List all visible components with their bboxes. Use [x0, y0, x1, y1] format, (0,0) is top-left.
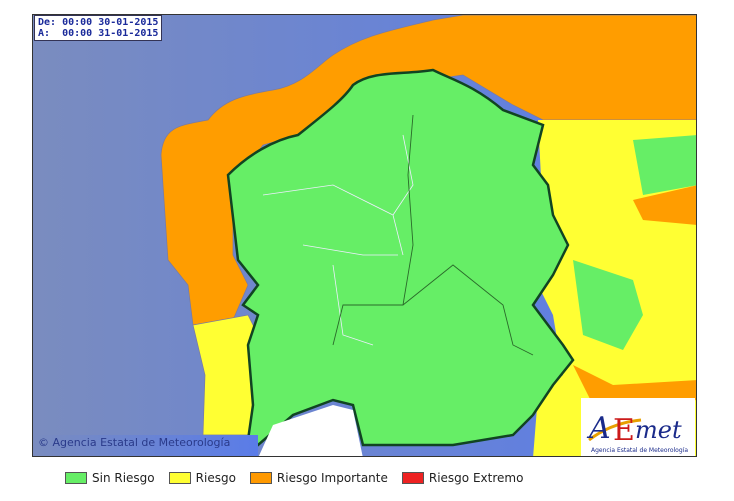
legend-item-riesgo-importante: Riesgo Importante	[249, 471, 388, 485]
svg-text:E: E	[613, 413, 635, 448]
region-riesgo-importante-east	[573, 185, 696, 405]
legend-item-riesgo-extremo: Riesgo Extremo	[401, 471, 524, 485]
legend-label: Riesgo Extremo	[428, 471, 524, 485]
legend: Sin Riesgo Riesgo Riesgo Importante Ries…	[65, 471, 537, 485]
legend-label: Sin Riesgo	[92, 471, 155, 485]
aemet-logo: A E met Agencia Estatal de Meteorología	[581, 398, 695, 456]
svg-text:met: met	[635, 416, 682, 444]
svg-text:Agencia Estatal de Meteorologí: Agencia Estatal de Meteorología	[591, 447, 688, 454]
to-date: 00:00 31-01-2015	[62, 28, 159, 39]
region-sin-riesgo-east	[573, 135, 696, 350]
legend-item-sin-riesgo: Sin Riesgo	[65, 471, 155, 485]
legend-label: Riesgo	[195, 471, 236, 485]
legend-item-riesgo: Riesgo	[168, 471, 236, 485]
map-svg	[33, 15, 696, 456]
warning-map[interactable]	[32, 14, 697, 457]
copyright: © Agencia Estatal de Meteorología	[38, 436, 231, 449]
province-boundaries	[332, 114, 534, 356]
from-date: 00:00 30-01-2015	[62, 17, 159, 28]
date-range: De: 00:00 30-01-2015 A: 00:00 31-01-2015	[34, 15, 163, 41]
svg-text:A: A	[586, 411, 611, 446]
municipal-boundaries	[262, 134, 414, 346]
from-label: De:	[38, 17, 57, 28]
to-label: A:	[38, 28, 51, 39]
land-sin-riesgo	[226, 68, 575, 447]
legend-label: Riesgo Importante	[276, 471, 388, 485]
portugal-area	[258, 405, 363, 456]
